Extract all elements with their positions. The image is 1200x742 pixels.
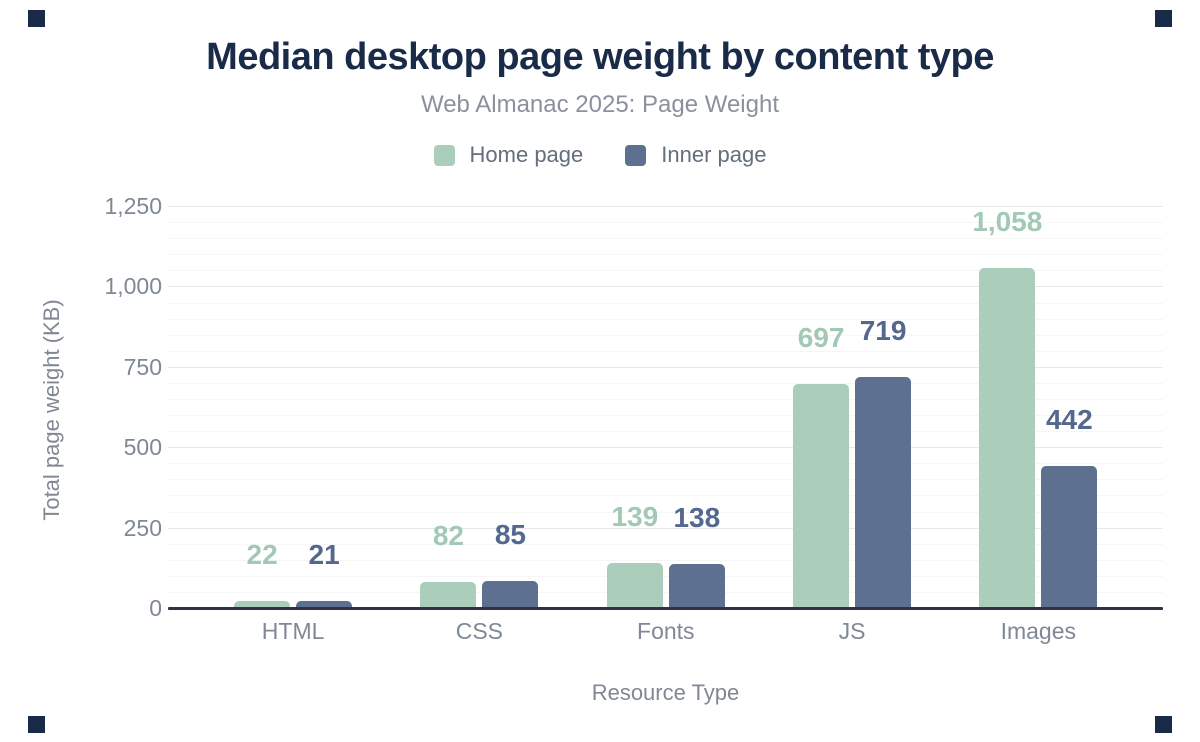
grid-line-minor [168,399,1163,400]
bar-value-label: 139 [611,501,659,533]
bar-value-label: 82 [432,519,464,551]
y-tick-label: 750 [123,353,162,380]
bar-value-label: 22 [246,538,278,570]
legend-label: Home page [469,142,584,167]
grid-line-minor [168,350,1163,352]
corner-mark-bottom-left [28,716,45,733]
grid-line-minor [168,334,1163,336]
bar-value-label: 719 [859,314,907,346]
bar-home-page-html [234,600,291,608]
legend-label: Inner page [661,142,767,167]
grid-line-minor [168,254,1163,256]
grid-line-minor [168,431,1163,433]
category-label-fonts: Fonts [637,618,695,644]
legend-swatch [433,144,455,166]
grid-line-minor [168,238,1163,240]
chart-subtitle: Web Almanac 2025: Page Weight [420,91,779,118]
bar-home-page-images [979,267,1036,608]
category-label-js: JS [838,618,866,644]
legend-item-inner-page[interactable]: Inner page [625,142,766,168]
grid-line-major [168,366,1163,368]
category-label-images: Images [1000,618,1077,644]
bar-inner-page-html [296,601,353,608]
chart-title: Median desktop page weight by content ty… [206,36,994,78]
x-axis-title: Resource Type [591,680,740,705]
bar-value-label: 85 [494,518,526,550]
y-tick-label: 500 [123,434,162,461]
category-label-css: CSS [455,618,504,644]
grid-line-minor [168,318,1163,320]
corner-mark-top-right [1155,10,1172,27]
y-tick-label: 250 [123,514,162,541]
grid-line-major [168,527,1163,529]
grid-line-minor [168,495,1163,497]
bar-inner-page-images [1041,465,1098,608]
bar-inner-page-css [482,580,539,608]
category-label-html: HTML [261,618,325,644]
grid-line-major [168,206,1163,207]
y-tick-label: 1,000 [104,273,162,300]
corner-mark-bottom-right [1155,716,1172,733]
bar-inner-page-fonts [668,563,725,608]
grid-line-minor [168,511,1163,513]
grid-line-minor [168,222,1163,224]
grid-line-major [168,286,1163,288]
bar-value-label: 21 [308,539,340,571]
grid-line-minor [168,382,1163,384]
grid-line-minor [168,463,1163,465]
grid-line-minor [168,559,1163,561]
y-tick-label: 0 [149,595,162,621]
corner-mark-top-left [28,10,45,27]
bar-value-label: 1,058 [972,205,1043,237]
bar-home-page-js [793,383,850,608]
x-axis-line [168,607,1163,610]
bar-home-page-css [420,581,477,608]
grid-line-minor [168,415,1163,416]
bar-value-label: 442 [1045,403,1093,435]
legend: Home page Inner page [0,141,1200,169]
grid-line-minor [168,270,1163,272]
grid-line-minor [168,591,1163,593]
legend-swatch [625,144,647,166]
bar-home-page-fonts [606,563,663,608]
y-tick-label: 1,250 [104,193,162,219]
grid-line-minor [168,479,1163,481]
grid-line-minor [168,543,1163,545]
grid-line-minor [168,575,1163,577]
bar-inner-page-js [855,376,912,608]
bar-value-label: 138 [673,501,721,533]
bar-value-label: 697 [797,321,845,353]
legend-item-home-page[interactable]: Home page [433,142,584,168]
grid-line-major [168,447,1163,449]
grid-line-minor [168,302,1163,304]
